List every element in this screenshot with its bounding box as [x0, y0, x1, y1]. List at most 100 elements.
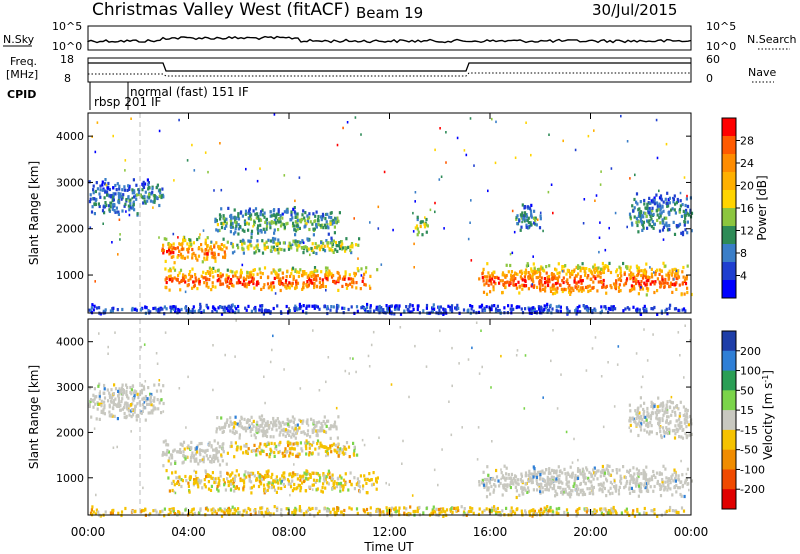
cell-power-panel-10 [431, 310, 434, 314]
cell-power-panel-5 [289, 274, 292, 278]
cell-velocity-panel-4 [249, 486, 252, 490]
cell-power-panel-4 [222, 214, 225, 218]
cell-power-panel-4 [230, 225, 233, 230]
cell-power-panel-7 [630, 284, 633, 288]
cell-velocity-panel-2 [333, 448, 336, 452]
cell-power-panel-8 [535, 223, 538, 227]
cell-velocity-panel-4 [331, 473, 334, 477]
cell-power-panel-9 [658, 216, 661, 220]
cell-power-panel-4 [311, 222, 314, 226]
cell-velocity-panel-2 [336, 446, 339, 450]
cell-velocity-panel-6 [639, 416, 642, 420]
cell-power-panel-4 [325, 220, 328, 224]
cell-power-panel-3 [350, 242, 354, 246]
cell-power-panel-4 [273, 213, 276, 217]
cell-power-panel-10 [510, 304, 513, 308]
cell-velocity-panel-0 [152, 404, 155, 408]
cell-velocity-panel-5 [585, 466, 588, 470]
cell-velocity-panel-5 [551, 487, 554, 491]
cell-velocity-panel-4 [302, 476, 305, 480]
cell-velocity-panel-0 [90, 415, 93, 419]
cell-power-panel-7 [618, 283, 621, 287]
cell-power-panel-4 [235, 216, 238, 220]
cell-power-panel-2 [206, 245, 209, 249]
date-label: 30/Jul/2015 [592, 1, 677, 19]
cell-velocity-panel-5 [547, 482, 550, 486]
cell-power-panel-9 [672, 220, 675, 224]
cell-velocity-panel-3 [312, 419, 315, 423]
cell-velocity-panel-2 [277, 450, 280, 455]
cell-power-panel-5 [274, 270, 277, 274]
cell-power-panel-5 [297, 274, 300, 279]
cell-velocity-panel-0 [147, 386, 150, 390]
cell-power-panel-5 [273, 276, 276, 280]
cell-power-panel-noise [336, 143, 339, 147]
cell-velocity-panel-4 [266, 488, 269, 492]
cell-velocity-panel-3 [321, 424, 324, 429]
cell-velocity-panel-6 [664, 431, 668, 435]
cell-velocity-panel-1 [162, 440, 165, 444]
cell-velocity-panel-5 [598, 488, 601, 492]
cell-velocity-panel-0 [160, 411, 163, 415]
cell-power-panel-10 [605, 307, 608, 311]
cell-power-panel-7 [662, 261, 665, 265]
cell-power-panel-7 [586, 276, 589, 280]
cell-velocity-panel-5 [559, 480, 563, 484]
cell-power-panel-7 [520, 276, 523, 281]
cell-velocity-panel-7 [260, 510, 263, 514]
cell-velocity-panel-5 [639, 489, 642, 493]
cell-velocity-panel-0 [141, 397, 144, 401]
cell-velocity-panel-5 [550, 481, 553, 486]
cell-velocity-panel-5 [645, 485, 649, 489]
cell-velocity-panel-6 [635, 417, 638, 421]
cell-power-panel-5 [252, 273, 255, 277]
cell-power-panel-5 [241, 282, 244, 286]
cell-power-panel-4 [265, 224, 269, 228]
cell-power-panel-3 [278, 241, 281, 245]
cell-velocity-panel-0 [150, 409, 153, 413]
cell-velocity-panel-4 [211, 471, 214, 475]
cell-power-panel-4 [273, 208, 276, 212]
cell-power-panel-7 [520, 271, 523, 275]
cell-power-panel-0 [98, 192, 101, 196]
cell-power-panel-9 [659, 212, 662, 216]
cell-power-panel-7 [558, 275, 561, 279]
cell-power-panel-10 [503, 306, 506, 310]
cell-velocity-panel-4 [259, 480, 262, 484]
cell-power-panel-0 [101, 183, 104, 187]
cell-power-panel-7 [681, 282, 684, 286]
cell-velocity-panel-5 [490, 484, 493, 489]
cell-power-panel-0 [123, 204, 126, 208]
cell-velocity-panel-2 [331, 443, 334, 448]
cell-power-panel-10 [399, 312, 403, 316]
cell-power-panel-7 [671, 268, 674, 272]
cell-power-panel-10 [681, 308, 684, 312]
cell-velocity-panel-7 [285, 507, 288, 511]
cell-velocity-panel-1 [161, 453, 164, 457]
cell-power-panel-7 [487, 271, 490, 275]
cell-power-panel-7 [585, 267, 588, 271]
cell-power-panel-4 [321, 216, 324, 220]
cell-power-panel-5 [352, 280, 355, 284]
cell-velocity-panel-5 [564, 490, 567, 494]
cell-velocity-panel-7 [386, 509, 389, 513]
cell-velocity-panel-3 [313, 420, 316, 425]
cell-power-panel-9 [633, 206, 636, 210]
cell-power-panel-0 [133, 208, 136, 212]
cell-power-panel-9 [655, 209, 658, 213]
cell-power-panel-4 [250, 229, 254, 233]
cell-power-panel-2 [218, 246, 221, 251]
cell-power-panel-2 [165, 237, 168, 241]
cell-power-panel-9 [660, 211, 663, 215]
cell-velocity-panel-4 [328, 471, 331, 475]
cell-power-panel-4 [331, 222, 334, 226]
cell-power-panel-9 [679, 204, 682, 208]
cell-velocity-panel-5 [485, 481, 488, 485]
cell-velocity-panel-0 [135, 390, 138, 394]
cell-power-panel-3 [290, 246, 293, 250]
cell-power-panel-7 [651, 275, 654, 279]
cell-velocity-panel-0 [98, 382, 101, 386]
cell-velocity-panel-2 [247, 447, 250, 451]
cell-power-panel-10 [223, 305, 226, 309]
cell-power-panel-5 [176, 277, 179, 282]
